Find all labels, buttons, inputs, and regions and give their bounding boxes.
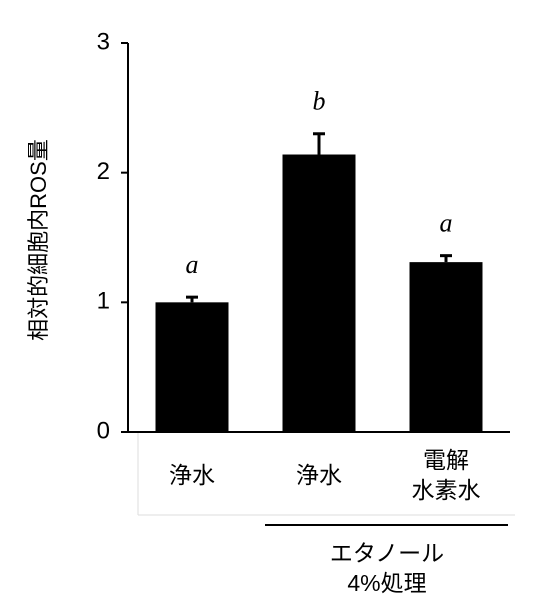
x-tick-label: 浄水 [169,462,215,488]
x-tick-label: 浄水 [296,462,342,488]
x-tick-label: 電解 水素水 [411,447,481,503]
significance-letter: a [440,209,453,238]
significance-letter: a [186,250,199,279]
significance-letter: b [313,87,326,116]
y-tick-label: 3 [97,28,110,55]
y-axis-label: 相対的細胞内ROS量 [26,139,51,341]
bar [155,302,229,432]
bar [282,154,356,432]
y-tick-label: 2 [97,158,110,185]
y-tick-label: 0 [97,417,110,444]
bar [409,262,483,432]
group-label: エタノール 4%処理 [329,540,445,596]
y-tick-label: 1 [97,288,110,315]
